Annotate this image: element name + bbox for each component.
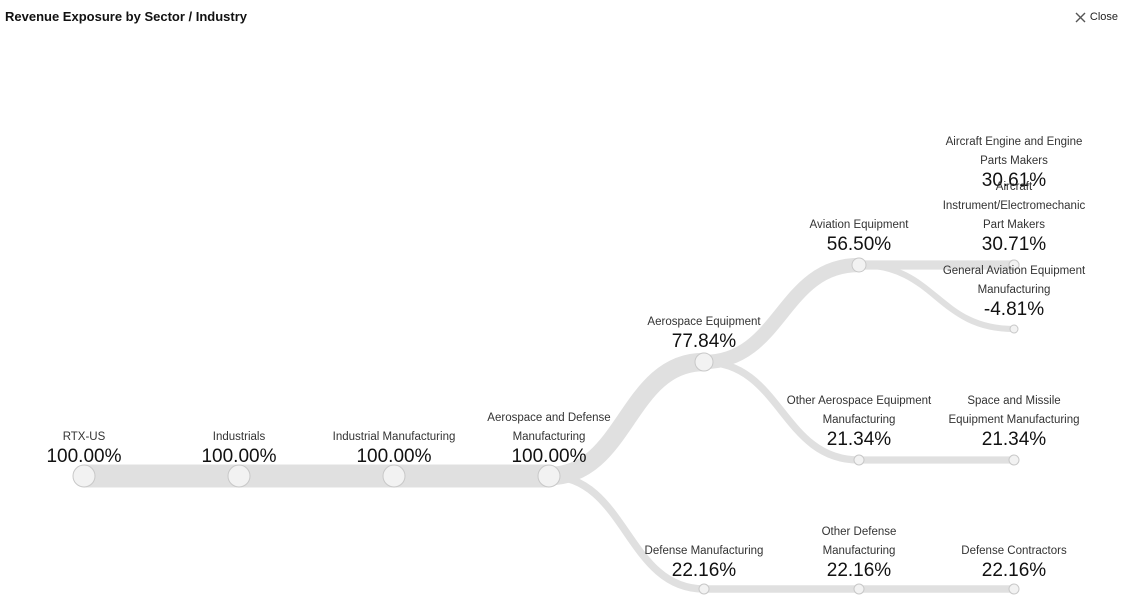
node-name-ae: Aerospace Equipment [647, 316, 761, 328]
tree-node-sm[interactable] [1008, 454, 1020, 466]
tree-label-av: Aviation Equipment 56.50% [810, 219, 910, 255]
tree-node-ae[interactable] [694, 352, 714, 372]
tree-node-rtx[interactable] [72, 464, 96, 488]
tree-label-oa: Other Aerospace Equipment Manufacturing 21… [787, 395, 932, 450]
tree-label-aiep: Aircraft Instrument/Electromechanic Part M… [943, 181, 1086, 255]
node-name-ad: Aerospace and Defense Manufacturing [487, 412, 610, 443]
close-button[interactable]: Close [1075, 11, 1118, 23]
node-value-av: 56.50% [827, 234, 892, 255]
tree-nodes [72, 257, 1020, 595]
tree-node-dc[interactable] [1008, 583, 1020, 595]
close-label: Close [1089, 11, 1118, 23]
node-name-aiep: Aircraft Instrument/Electromechanic Part M… [943, 181, 1086, 231]
node-value-sm: 21.34% [982, 429, 1047, 450]
tree-node-av[interactable] [851, 257, 867, 273]
node-value-ind: 100.00% [201, 446, 276, 467]
tree-label-gae: General Aviation Equipment Manufacturing -… [943, 265, 1086, 320]
tree-label-ind: Industrials 100.00% [201, 431, 276, 467]
tree-node-im[interactable] [382, 464, 406, 488]
node-name-rtx: RTX-US [63, 431, 106, 443]
tree-link-dm [548, 472, 705, 593]
tree-label-ad: Aerospace and Defense Manufacturing 100.00… [487, 412, 610, 467]
page-title: Revenue Exposure by Sector / Industry [5, 9, 248, 24]
tree-label-od: Other Defense Manufacturing 22.16% [822, 526, 897, 581]
tree-label-dc: Defense Contractors 22.16% [961, 545, 1067, 581]
tree-label-aep: Aircraft Engine and Engine Parts Makers 30… [946, 136, 1083, 191]
tree-node-ind[interactable] [227, 464, 251, 488]
node-name-od: Other Defense Manufacturing [822, 526, 897, 557]
node-name-ind: Industrials [213, 431, 266, 443]
tree-node-ad[interactable] [537, 464, 561, 488]
node-name-av: Aviation Equipment [810, 219, 910, 231]
node-name-sm: Space and Missile Equipment Manufacturing [948, 395, 1079, 426]
node-value-od: 22.16% [827, 560, 892, 581]
tree-link-av [703, 257, 860, 370]
node-value-ad: 100.00% [511, 446, 586, 467]
tree-node-gae[interactable] [1009, 324, 1019, 334]
node-value-dm: 22.16% [672, 560, 737, 581]
tree-node-dm[interactable] [698, 583, 710, 595]
tree-link-ae [548, 352, 705, 486]
tree-labels: RTX-US100.00%Industrials100.00%Industria… [46, 136, 1085, 581]
node-value-aep: 30.61% [982, 170, 1047, 191]
node-value-aiep: 30.71% [982, 234, 1047, 255]
node-name-gae: General Aviation Equipment Manufacturing [943, 265, 1086, 296]
tree-label-im: Industrial Manufacturing 100.00% [333, 431, 456, 467]
node-value-ae: 77.84% [672, 331, 737, 352]
node-name-aep: Aircraft Engine and Engine Parts Makers [946, 136, 1083, 167]
tree-label-rtx: RTX-US 100.00% [46, 431, 121, 467]
tree-label-sm: Space and Missile Equipment Manufacturing… [948, 395, 1079, 450]
tree-link-oa [703, 358, 860, 464]
tree-node-od[interactable] [853, 583, 865, 595]
node-name-dm: Defense Manufacturing [645, 545, 764, 557]
node-name-oa: Other Aerospace Equipment Manufacturing [787, 395, 932, 426]
node-name-dc: Defense Contractors [961, 545, 1067, 557]
tree-link-gae [858, 262, 1015, 332]
tree-node-aiep[interactable] [1008, 259, 1020, 271]
tree-node-oa[interactable] [853, 454, 865, 466]
close-icon [1075, 12, 1086, 22]
node-value-gae: -4.81% [984, 299, 1044, 320]
node-value-dc: 22.16% [982, 560, 1047, 581]
tree-label-dm: Defense Manufacturing 22.16% [645, 545, 764, 581]
tree-links [84, 257, 1015, 593]
tree-label-ae: Aerospace Equipment 77.84% [647, 316, 761, 352]
node-value-rtx: 100.00% [46, 446, 121, 467]
node-value-oa: 21.34% [827, 429, 892, 450]
node-value-im: 100.00% [356, 446, 431, 467]
node-name-im: Industrial Manufacturing [333, 431, 456, 443]
